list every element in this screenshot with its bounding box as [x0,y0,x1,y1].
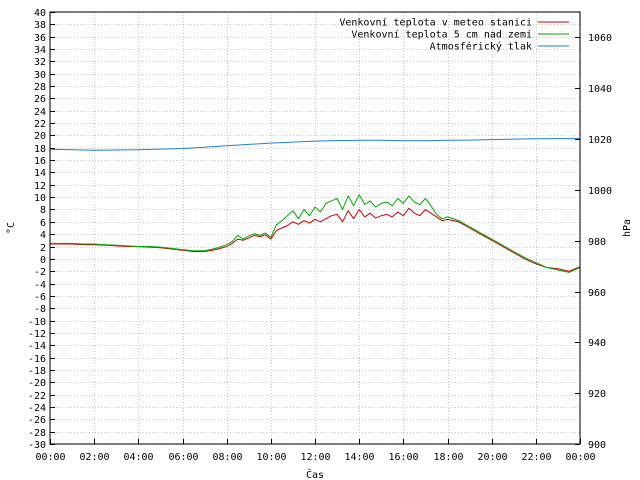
tick-label-left: 28 [34,82,46,93]
tick-label-left: -30 [28,440,46,451]
tick-label-x: 06:00 [168,452,198,463]
tick-label-left: -6 [34,292,46,303]
tick-label-left: 4 [40,230,46,241]
tick-label-x: 02:00 [79,452,109,463]
tick-label-left: -4 [34,280,46,291]
tick-label-left: 8 [40,205,46,216]
series-layer [49,138,581,273]
tick-label-right: 1000 [588,186,612,197]
tick-label-left: -26 [28,415,46,426]
tick-label-left: -24 [28,403,46,414]
tick-label-left: 0 [40,255,46,266]
tick-label-left: 24 [34,107,46,118]
tick-label-right: 920 [588,389,606,400]
tick-label-x: 14:00 [344,452,374,463]
tick-label-left: 2 [40,243,46,254]
tick-label-left: -12 [28,329,46,340]
tick-label-left: -2 [34,267,46,278]
tick-label-left: -10 [28,317,46,328]
tick-label-x: 20:00 [477,452,507,463]
tick-label-left: 16 [34,156,46,167]
tick-label-left: 6 [40,218,46,229]
tick-label-left: 32 [34,57,46,68]
tick-label-left: -16 [28,354,46,365]
tick-label-left: 30 [34,70,46,81]
tick-label-x: 22:00 [521,452,551,463]
tick-label-x: 04:00 [123,452,153,463]
y-axis-label-left: °C [6,222,17,234]
tick-label-right: 900 [588,440,606,451]
tick-label-left: -14 [28,341,46,352]
tick-label-left: -18 [28,366,46,377]
tick-label-left: 22 [34,119,46,130]
series-line-3 [49,138,580,151]
tick-label-x: 08:00 [212,452,242,463]
grid-layer [50,12,581,445]
tick-label-x: 10:00 [256,452,286,463]
legend: Venkovní teplota v meteo staniciVenkovní… [339,17,569,53]
tick-label-left: 34 [34,45,46,56]
tick-label-right: 1040 [588,84,612,95]
tick-label-left: -8 [34,304,46,315]
tick-label-left: 40 [34,8,46,19]
tick-label-layer: 4038363432302826242220181614121086420-2-… [28,8,612,463]
tick-label-right: 1020 [588,135,612,146]
tick-label-left: 18 [34,144,46,155]
legend-label-1: Venkovní teplota v meteo stanici [339,17,532,29]
tick-label-right: 940 [588,338,606,349]
tick-label-left: 10 [34,193,46,204]
tick-label-x: 12:00 [300,452,330,463]
tick-label-left: 26 [34,94,46,105]
tick-label-left: 38 [34,20,46,31]
legend-label-2: Venkovní teplota 5 cm nad zemí [351,29,532,41]
tick-label-right: 960 [588,288,606,299]
tick-label-left: -22 [28,391,46,402]
tick-label-left: 20 [34,131,46,142]
series-line-1 [50,207,581,272]
tick-label-left: 36 [34,33,46,44]
tick-label-x: 16:00 [388,452,418,463]
tick-label-right: 980 [588,237,606,248]
tick-label-x: 18:00 [433,452,463,463]
x-axis-label: Čas [306,468,324,480]
tick-label-left: -20 [28,378,46,389]
tick-label-right: 1060 [588,33,612,44]
tick-label-left: 14 [34,168,46,179]
tick-layer [50,12,581,445]
series-line-2 [50,194,581,273]
tick-label-x: 00:00 [35,452,65,463]
y-axis-label-right: hPa [622,219,633,237]
tick-label-left: 12 [34,181,46,192]
legend-label-3: Atmosférický tlak [430,41,532,53]
tick-label-left: -28 [28,428,46,439]
tick-label-x: 00:00 [565,452,595,463]
